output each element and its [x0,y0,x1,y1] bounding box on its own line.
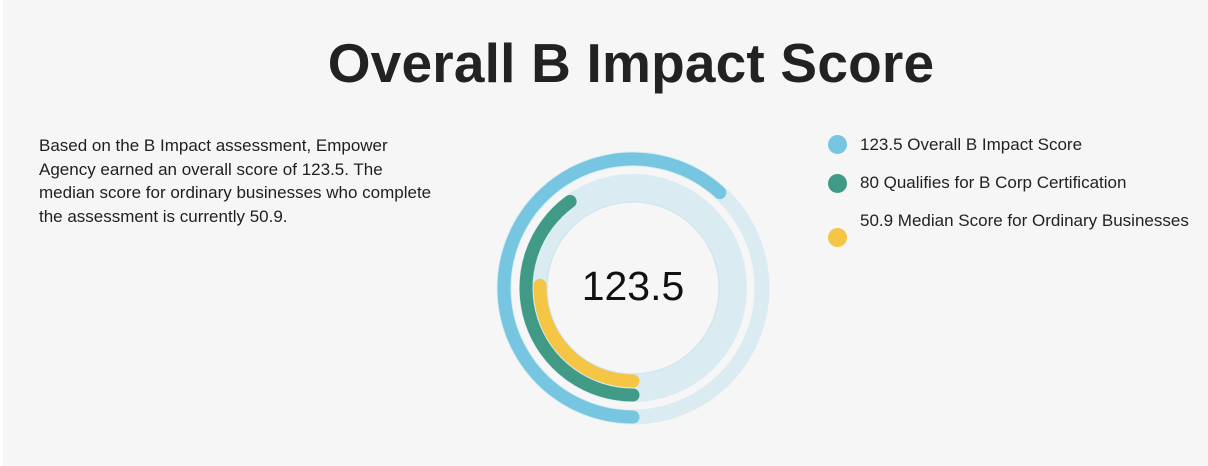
legend-dot-median [828,228,847,247]
score-arc-certification [519,194,640,402]
page-title: Overall B Impact Score [327,32,935,94]
inner-track [519,174,747,402]
score-description: Based on the B Impact assessment, Empowe… [39,136,432,227]
legend-dot-certification [828,174,847,193]
legend-label-overall: 123.5 Overall B Impact Score [860,135,1083,154]
center-score-label: 123.5 [582,263,685,309]
radial-score-chart: 123.5 [496,151,770,425]
score-panel: Overall B Impact Score Based on the B Im… [3,0,1208,466]
inner-guide-ring [546,201,720,375]
legend-label-median: 50.9 Median Score for Ordinary Businesse… [860,211,1189,230]
legend-dot-overall [828,135,847,154]
score-arc-overall [497,152,727,424]
legend-label-certification: 80 Qualifies for B Corp Certification [860,173,1127,192]
score-arc-median [533,278,640,388]
